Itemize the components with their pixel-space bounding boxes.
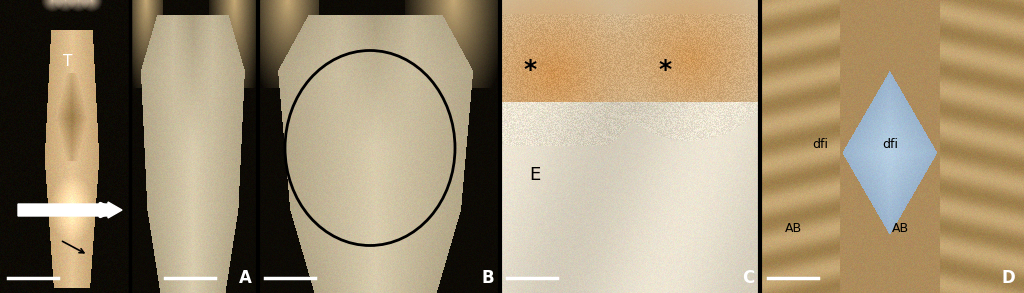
Text: dfi: dfi bbox=[812, 139, 828, 151]
Text: D: D bbox=[1001, 269, 1015, 287]
Text: *: * bbox=[658, 58, 672, 82]
Text: dfi: dfi bbox=[882, 139, 898, 151]
Text: AB: AB bbox=[784, 222, 802, 234]
Text: A: A bbox=[239, 269, 252, 287]
Text: AB: AB bbox=[892, 222, 908, 234]
Text: T: T bbox=[63, 54, 73, 69]
Text: E: E bbox=[529, 166, 541, 184]
FancyArrow shape bbox=[18, 202, 122, 218]
Text: B: B bbox=[481, 269, 495, 287]
Text: C: C bbox=[741, 269, 754, 287]
Text: *: * bbox=[523, 58, 537, 82]
